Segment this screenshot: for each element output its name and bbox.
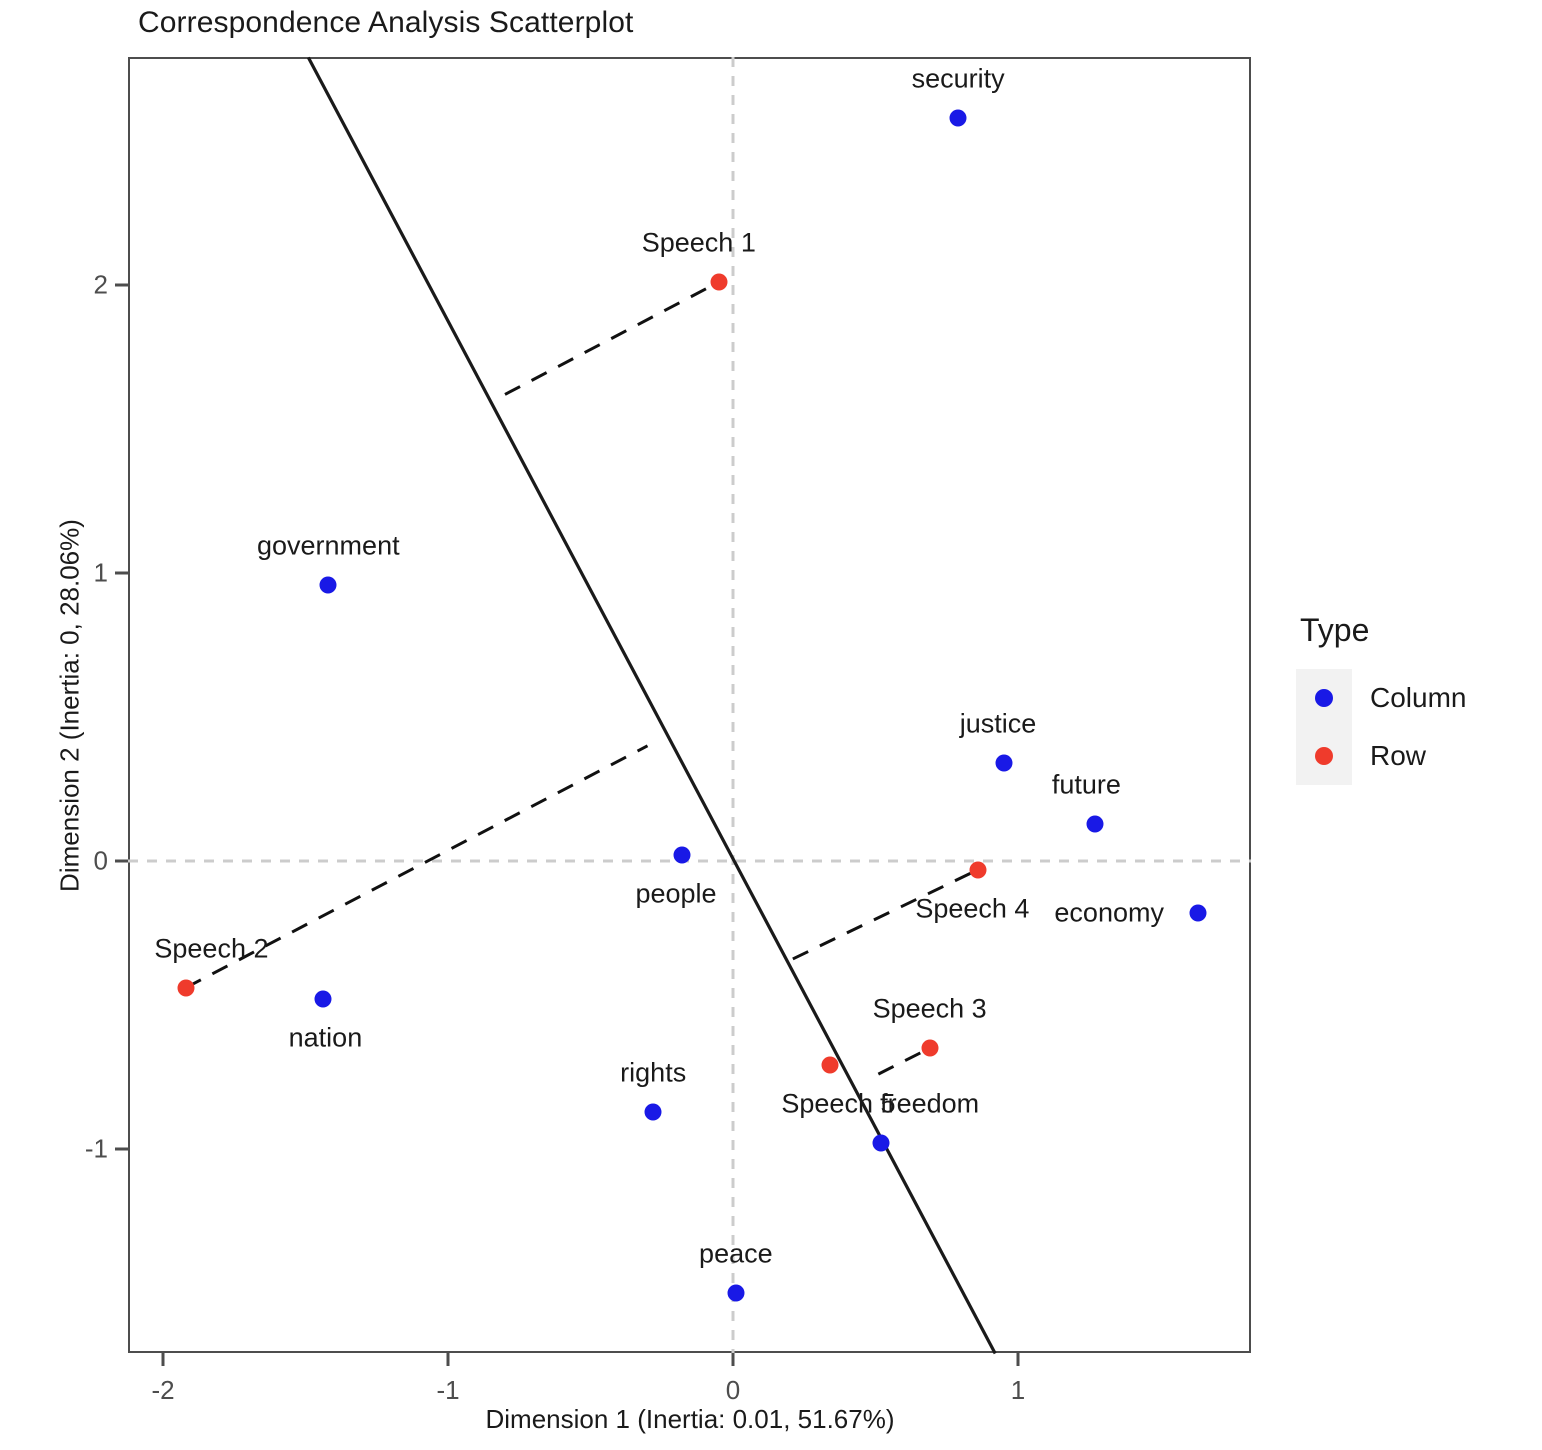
x-tick-label: -2 — [151, 1375, 175, 1405]
legend-swatch-row — [1296, 747, 1352, 765]
legend-entry-column[interactable]: Column — [1296, 669, 1526, 727]
data-point-future[interactable] — [1086, 815, 1104, 833]
legend: Type Column Row — [1296, 612, 1526, 785]
point-label-speech-3: Speech 3 — [872, 993, 987, 1024]
legend-label-row: Row — [1370, 740, 1427, 771]
legend-label-column: Column — [1370, 682, 1467, 713]
point-label-people: people — [635, 878, 717, 909]
point-label-economy: economy — [1054, 897, 1164, 928]
legend-items: Column Row — [1296, 669, 1526, 785]
circle-icon — [1315, 689, 1333, 707]
x-tick-label: -1 — [436, 1375, 460, 1405]
data-point-speech-4[interactable] — [969, 861, 987, 879]
point-label-government: government — [257, 530, 400, 561]
legend-title: Type — [1300, 612, 1370, 648]
data-point-rights[interactable] — [644, 1103, 662, 1121]
point-label-future: future — [1051, 769, 1121, 800]
data-point-speech-3[interactable] — [921, 1039, 939, 1057]
data-point-government[interactable] — [319, 576, 337, 594]
point-label-speech-2: Speech 2 — [154, 933, 269, 964]
x-axis-label: Dimension 1 (Inertia: 0.01, 51.67%) — [485, 1404, 895, 1434]
data-point-speech-5[interactable] — [821, 1056, 839, 1074]
data-point-economy[interactable] — [1189, 904, 1207, 922]
point-label-speech-4: Speech 4 — [915, 893, 1030, 924]
point-label-nation: nation — [288, 1022, 363, 1053]
legend-swatch-column — [1296, 689, 1352, 707]
x-tick-label: 1 — [1010, 1375, 1026, 1405]
data-point-security[interactable] — [949, 109, 967, 127]
point-label-justice: justice — [959, 708, 1037, 739]
chart-title: Correspondence Analysis Scatterplot — [138, 6, 634, 39]
data-point-speech-1[interactable] — [710, 273, 728, 291]
data-point-speech-2[interactable] — [177, 979, 195, 997]
y-tick-label: 2 — [93, 269, 108, 300]
data-point-peace[interactable] — [727, 1284, 745, 1302]
x-tick-label: 0 — [725, 1375, 741, 1405]
point-label-peace: peace — [699, 1238, 773, 1269]
legend-key-background — [1296, 669, 1352, 785]
y-tick-label: 1 — [93, 557, 108, 588]
y-axis-label: Dimension 2 (Inertia: 0, 28.06%) — [54, 519, 85, 892]
point-label-rights: rights — [620, 1057, 687, 1088]
data-point-nation[interactable] — [314, 990, 332, 1008]
point-label-speech-5: Speech 5 — [781, 1088, 896, 1119]
point-label-speech-1: Speech 1 — [641, 227, 756, 258]
point-label-freedom: freedom — [880, 1088, 980, 1119]
data-point-freedom[interactable] — [872, 1134, 890, 1152]
y-tick-label: 0 — [93, 845, 108, 876]
data-point-people[interactable] — [673, 846, 691, 864]
legend-entry-row[interactable]: Row — [1296, 727, 1526, 785]
point-label-security: security — [911, 63, 1005, 94]
data-point-justice[interactable] — [995, 754, 1013, 772]
circle-icon — [1315, 747, 1333, 765]
y-tick-label: -1 — [84, 1133, 108, 1164]
